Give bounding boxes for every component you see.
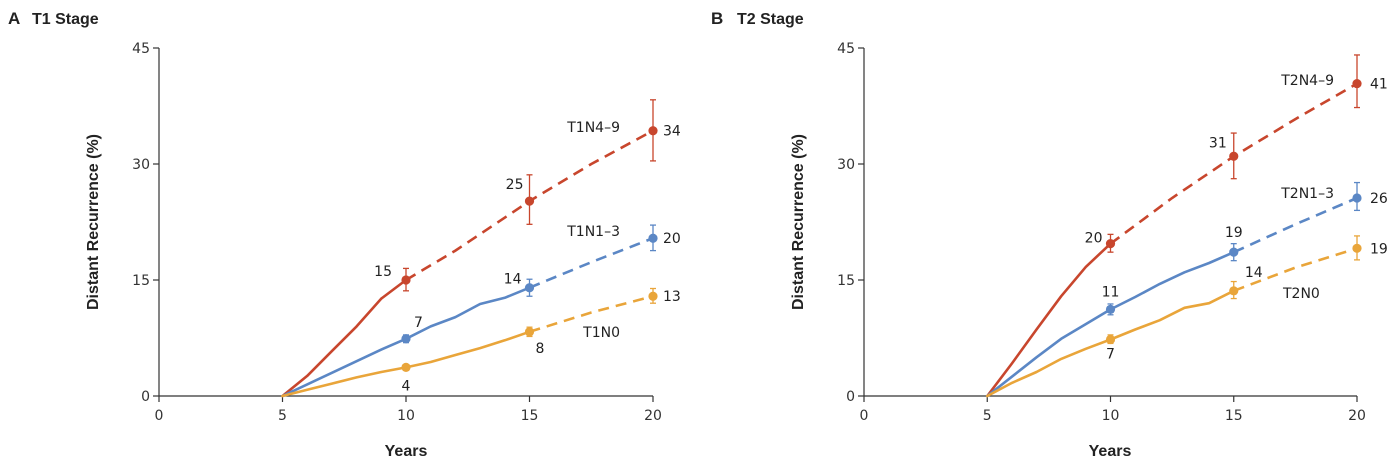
data-label: 13 bbox=[663, 289, 681, 305]
x-tick-label: 0 bbox=[155, 408, 164, 424]
panel-letter: A bbox=[8, 9, 20, 28]
series-t2n0: 7 14 19 T2N0 bbox=[985, 235, 1388, 398]
panel-b: B T2 Stage 0 15 30 45 0 5 10 15 20 Years Distant Rec… bbox=[711, 9, 1388, 460]
series-line-solid bbox=[985, 242, 1112, 398]
y-tick-label: 45 bbox=[837, 41, 855, 57]
x-tick-label: 5 bbox=[278, 408, 287, 424]
y-tick-label: 30 bbox=[837, 157, 855, 173]
data-label: 34 bbox=[663, 124, 681, 140]
data-label: 8 bbox=[536, 341, 545, 357]
y-tick-label: 45 bbox=[132, 41, 150, 57]
y-tick-label: 0 bbox=[141, 389, 150, 405]
data-point bbox=[524, 196, 535, 206]
series-t1n1-3: 7 14 20 T1N1–3 bbox=[281, 224, 681, 398]
x-axis-label: Years bbox=[1089, 443, 1132, 460]
series-t1n0: 4 8 13 T1N0 bbox=[281, 287, 681, 398]
series-label: T1N1–3 bbox=[566, 224, 620, 240]
x-tick-label: 20 bbox=[1348, 408, 1366, 424]
x-tick-label: 0 bbox=[860, 408, 869, 424]
data-point bbox=[1105, 239, 1116, 249]
panel-title: T1 Stage bbox=[32, 11, 99, 28]
y-tick-label: 30 bbox=[132, 157, 150, 173]
x-axis-label: Years bbox=[385, 443, 428, 460]
data-label: 19 bbox=[1370, 241, 1388, 257]
data-label: 41 bbox=[1370, 77, 1388, 93]
data-point bbox=[401, 362, 411, 372]
series-t2n1-3: 11 19 26 T2N1–3 bbox=[985, 181, 1388, 398]
series-label: T1N4–9 bbox=[566, 120, 620, 136]
data-point bbox=[1352, 243, 1362, 253]
series-line-solid bbox=[985, 250, 1236, 398]
data-label: 4 bbox=[402, 378, 411, 394]
series-t2n4-9: 20 31 41 T2N4–9 bbox=[985, 54, 1388, 398]
data-label: 20 bbox=[1085, 231, 1103, 247]
data-point bbox=[1352, 78, 1362, 89]
panel-a: A T1 Stage 0 15 30 45 0 5 10 15 20 Years Distant Rec… bbox=[8, 9, 681, 460]
data-point bbox=[401, 334, 411, 344]
series-line-solid bbox=[281, 278, 408, 398]
x-tick-label: 15 bbox=[521, 408, 539, 424]
series-line-dashed bbox=[529, 236, 654, 289]
data-point bbox=[648, 291, 658, 301]
series-line-dashed bbox=[1233, 196, 1358, 254]
data-label: 26 bbox=[1370, 191, 1388, 207]
x-tick-label: 20 bbox=[644, 408, 662, 424]
data-point bbox=[524, 327, 535, 337]
data-label: 25 bbox=[506, 177, 524, 193]
panel-title: T2 Stage bbox=[737, 11, 804, 28]
data-point bbox=[648, 233, 658, 243]
data-label: 15 bbox=[374, 264, 392, 280]
x-tick-label: 5 bbox=[983, 408, 992, 424]
series-line-dashed bbox=[1233, 247, 1358, 293]
y-tick-label: 0 bbox=[846, 389, 855, 405]
data-point bbox=[648, 126, 658, 136]
data-label: 14 bbox=[1245, 265, 1263, 281]
y-tick-label: 15 bbox=[837, 273, 855, 289]
data-point bbox=[1229, 286, 1239, 296]
data-label: 7 bbox=[414, 315, 423, 331]
series-label: T2N4–9 bbox=[1280, 73, 1334, 89]
data-point bbox=[1229, 151, 1239, 161]
series-label: T2N0 bbox=[1282, 286, 1320, 302]
data-point bbox=[1229, 247, 1239, 257]
data-label: 19 bbox=[1225, 225, 1243, 241]
x-tick-label: 10 bbox=[1102, 408, 1120, 424]
y-axis-label: Distant Recurrence (%) bbox=[85, 134, 102, 310]
data-point bbox=[524, 283, 535, 293]
data-label: 14 bbox=[504, 272, 522, 288]
y-axis-label: Distant Recurrence (%) bbox=[790, 134, 807, 310]
x-tick-label: 10 bbox=[397, 408, 415, 424]
series-label: T1N0 bbox=[582, 325, 620, 341]
y-tick-label: 15 bbox=[132, 273, 150, 289]
data-point bbox=[1105, 334, 1116, 345]
data-label: 31 bbox=[1209, 135, 1227, 151]
series-line-dashed bbox=[529, 294, 654, 334]
data-label: 7 bbox=[1106, 347, 1115, 363]
data-label: 20 bbox=[663, 231, 681, 247]
data-point bbox=[1105, 304, 1116, 314]
data-point bbox=[401, 275, 411, 285]
series-label: T2N1–3 bbox=[1280, 186, 1334, 202]
data-point bbox=[1352, 193, 1362, 203]
data-label: 11 bbox=[1102, 284, 1120, 300]
series-t1n4-9: 15 25 34 T1N4–9 bbox=[281, 99, 681, 398]
x-tick-label: 15 bbox=[1225, 408, 1243, 424]
panel-letter: B bbox=[711, 9, 723, 28]
